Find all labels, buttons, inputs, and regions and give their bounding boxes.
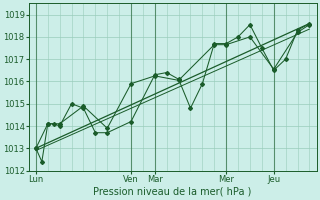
- X-axis label: Pression niveau de la mer( hPa ): Pression niveau de la mer( hPa ): [93, 187, 252, 197]
